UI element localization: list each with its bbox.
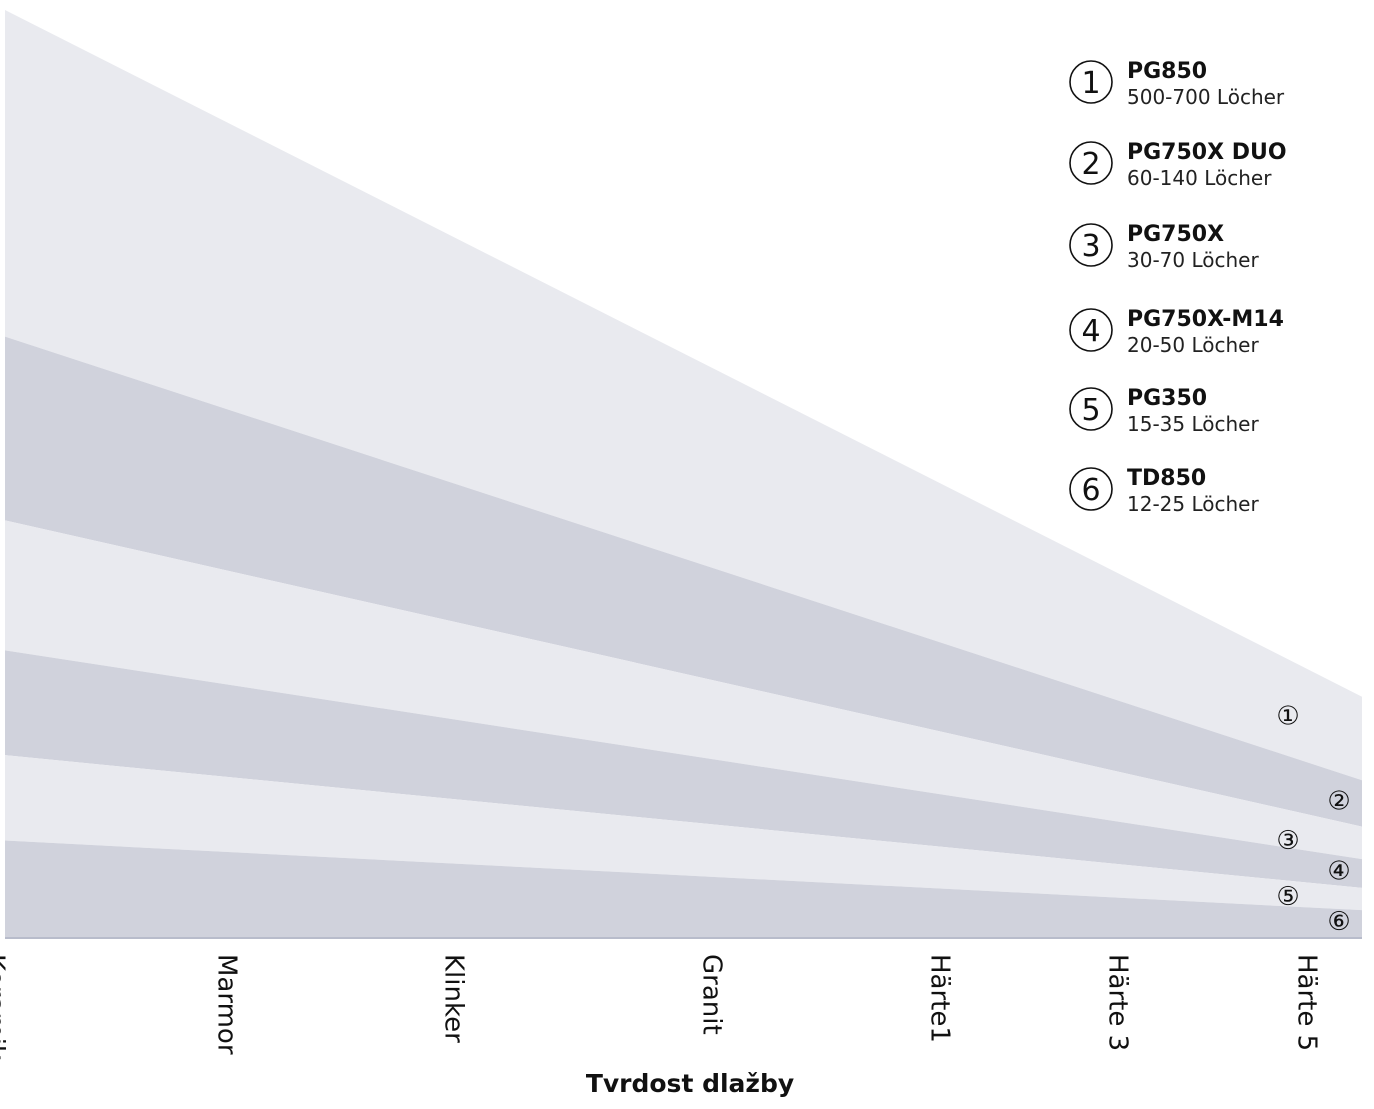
band-2 [5, 336, 1362, 827]
legend-name: TD850 [1127, 466, 1206, 491]
legend-number: 4 [1081, 314, 1100, 349]
legend-name: PG850 [1127, 59, 1207, 84]
legend-number: 6 [1081, 473, 1100, 508]
legend-detail: 15-35 Löcher [1127, 412, 1259, 436]
band-layer [5, 10, 1362, 938]
legend-number: 2 [1081, 147, 1100, 182]
legend-number-circle [1069, 60, 1113, 104]
band-3 [5, 520, 1362, 860]
band-label-6: ⑥ [1327, 907, 1350, 937]
legend-detail: 20-50 Löcher [1127, 333, 1259, 357]
band-4 [5, 650, 1362, 888]
tick-label-5: Härte1 [925, 954, 955, 1043]
legend-detail: 500-700 Löcher [1127, 85, 1285, 109]
band-label-3: ③ [1276, 826, 1299, 856]
tick-label-3: Klinker [439, 954, 469, 1043]
x-axis-tick-labels: Keramik Marmor Klinker Granit Härte1 Härte 3 H… [0, 954, 1322, 1060]
legend-number-circle [1069, 141, 1113, 185]
legend-number-circle [1069, 223, 1113, 267]
legend-detail: 60-140 Löcher [1127, 166, 1272, 190]
legend-number: 3 [1081, 229, 1100, 264]
legend-name: PG750X DUO [1127, 140, 1287, 165]
legend-name: PG750X-M14 [1127, 307, 1284, 332]
tick-label-7: Härte 5 [1292, 954, 1322, 1051]
legend-number-circle [1069, 387, 1113, 431]
legend-detail: 12-25 Löcher [1127, 492, 1259, 516]
band-label-1: ① [1276, 701, 1299, 731]
legend-number-circle [1069, 467, 1113, 511]
band-label-2: ② [1327, 786, 1350, 816]
band-6 [5, 840, 1362, 938]
legend-number: 5 [1081, 393, 1100, 428]
tick-label-4: Granit [697, 954, 727, 1035]
tick-label-6: Härte 3 [1103, 954, 1133, 1051]
x-axis-title: Tvrdost dlažby [586, 1069, 794, 1098]
tick-label-2: Marmor [212, 954, 242, 1055]
legend-number-circle [1069, 308, 1113, 352]
legend-detail: 30-70 Löcher [1127, 248, 1259, 272]
legend-number: 1 [1081, 66, 1100, 101]
tick-label-1: Keramik [0, 954, 10, 1060]
band-1 [5, 10, 1362, 781]
legend-name: PG750X [1127, 222, 1224, 247]
legend-name: PG350 [1127, 386, 1207, 411]
band-label-4: ④ [1327, 857, 1350, 887]
band-label-5: ⑤ [1276, 882, 1299, 912]
band-5 [5, 755, 1362, 911]
